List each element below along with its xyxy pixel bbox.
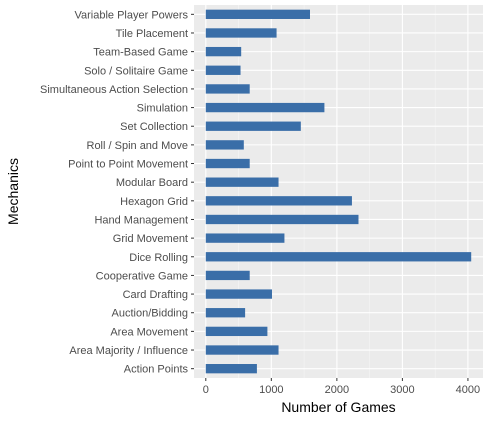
bar — [205, 46, 242, 57]
bar — [205, 233, 285, 243]
y-tick-label: Point to Point Movement — [68, 159, 188, 171]
y-tick-label: Area Movement — [110, 326, 188, 338]
bar — [205, 28, 277, 38]
y-tick-label: Hexagon Grid — [120, 196, 188, 208]
y-tick-label: Variable Player Powers — [74, 9, 188, 21]
bar — [205, 84, 250, 94]
bar — [205, 345, 279, 355]
y-tick-label: Simulation — [137, 103, 188, 115]
y-tick-label: Auction/Bidding — [112, 308, 188, 320]
y-tick-label: Hand Management — [94, 214, 188, 226]
x-tick-label: 2000 — [325, 384, 349, 396]
y-tick-label: Area Majority / Influence — [69, 345, 188, 357]
bar — [205, 9, 310, 19]
x-axis-title: Number of Games — [281, 399, 395, 415]
x-tick-label: 3000 — [390, 384, 414, 396]
bar — [205, 158, 250, 169]
bar — [205, 214, 359, 225]
y-tick-label: Simultaneous Action Selection — [40, 84, 188, 96]
bar — [205, 177, 279, 187]
y-tick-label: Card Drafting — [123, 289, 188, 301]
y-tick-label: Roll / Spin and Move — [87, 140, 189, 152]
bar — [205, 102, 325, 113]
plot-panel — [194, 5, 483, 378]
bar — [205, 364, 257, 374]
y-tick-label: Grid Movement — [113, 233, 188, 245]
major-gridlines — [194, 5, 483, 378]
bar — [205, 140, 244, 150]
bars — [205, 9, 472, 374]
x-tick-label: 4000 — [456, 384, 480, 396]
y-tick-label: Modular Board — [116, 177, 188, 189]
y-tick-label: Cooperative Game — [96, 270, 188, 282]
y-axis-ticks: Action Points Area Majority / Influence Ar… — [40, 9, 194, 376]
x-tick-label: 0 — [203, 384, 209, 396]
bar — [205, 308, 246, 318]
y-tick-label: Tile Placement — [116, 28, 188, 40]
y-tick-label: Solo / Solitaire Game — [84, 65, 188, 77]
bar — [205, 196, 352, 206]
bar — [205, 121, 301, 131]
bar — [205, 289, 272, 299]
y-tick-label: Dice Rolling — [129, 252, 188, 264]
y-tick-label: Set Collection — [120, 121, 188, 133]
bar — [205, 326, 268, 337]
bar — [205, 252, 472, 262]
bar — [205, 65, 241, 75]
y-axis-title: Mechanics — [5, 158, 21, 225]
y-tick-label: Team-Based Game — [93, 47, 188, 59]
y-tick-label: Action Points — [124, 364, 189, 376]
x-axis-ticks: 0 1000 2000 3000 4000 — [203, 378, 480, 396]
x-tick-label: 1000 — [259, 384, 283, 396]
bar — [205, 270, 250, 281]
